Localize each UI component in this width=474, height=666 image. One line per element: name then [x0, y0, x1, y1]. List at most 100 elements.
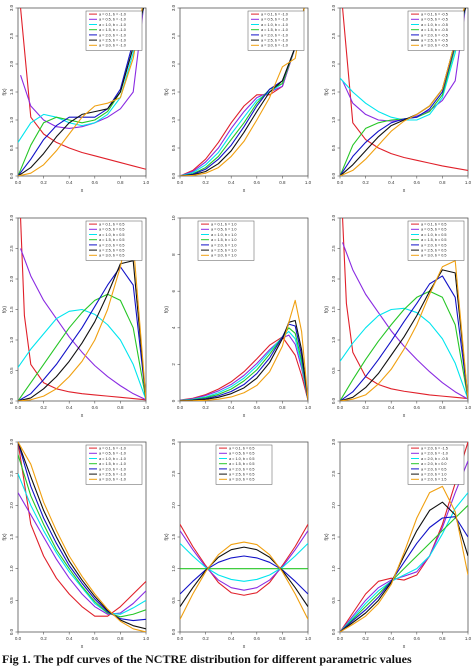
x-tick-label: 0.8: [117, 636, 124, 641]
y-tick-label: 0.5: [171, 144, 176, 151]
series-line-7: [18, 8, 143, 176]
x-tick-label: 0.6: [414, 405, 421, 410]
series-line-6: [180, 8, 305, 176]
legend-entry: a = 0.1, b = 1.0: [211, 223, 237, 227]
series-line-7: [180, 541, 308, 620]
x-tick-label: 0.2: [202, 405, 209, 410]
y-tick-label: 3.0: [9, 4, 14, 11]
y-tick-label: 3.0: [331, 438, 336, 445]
legend-box: [247, 10, 305, 51]
x-axis-label: x: [243, 188, 246, 194]
legend: a = 0.1, b = -1.0a = 0.5, b = -1.0a = 1.…: [85, 444, 143, 485]
chart-panel-5: 0.0 0.2 0.4 0.6 0.8 1.0 0 2 4 6 8 10 x f(x) a = 0.1, b…: [164, 215, 312, 419]
y-tick-label: 2.0: [9, 60, 14, 67]
legend-entry: a = 1.0, b = 0.5: [229, 457, 255, 461]
series-line-1: [340, 442, 468, 632]
x-tick-label: 0.0: [15, 405, 22, 410]
x-tick-label: 0.4: [388, 180, 395, 185]
legend-entry: a = 2.0, b = 1.0: [421, 473, 447, 477]
y-tick-label: 2.5: [331, 245, 336, 252]
series-line-1: [180, 336, 308, 401]
series-line-3: [18, 308, 146, 400]
series-group: [180, 299, 308, 401]
legend-entry: a = 0.5, b = 0.5: [421, 228, 447, 232]
x-tick-label: 0.8: [279, 405, 286, 410]
x-tick-label: 0.8: [439, 180, 446, 185]
series-line-2: [180, 8, 305, 176]
chart-panel-6: 0.0 0.2 0.4 0.6 0.8 1.0 0.0 0.5 1.0 1.5 2.0 2.5 3.0 x…: [324, 214, 472, 419]
series-group: [340, 218, 468, 401]
series-line-1: [180, 524, 308, 596]
legend-entry: a = 0.1, b = -1.0: [99, 447, 126, 451]
series-line-4: [340, 290, 468, 401]
y-tick-label: 0.5: [331, 144, 336, 151]
x-tick-label: 0.0: [337, 180, 344, 185]
legend-entry: a = 2.0, b = 1.0: [211, 243, 237, 247]
legend-entry: a = 2.0, b = -1.0: [99, 33, 126, 37]
y-tick-label: 0.5: [9, 367, 14, 374]
x-tick-label: 0.0: [337, 405, 344, 410]
legend-entry: a = 1.0, b = -1.0: [99, 457, 126, 461]
chart-panel-2: 0.0 0.2 0.4 0.6 0.8 1.0 0.0 0.5 1.0 1.5 2.0 2.5 3.0 x…: [164, 4, 312, 194]
chart-panel-1: 0.0 0.2 0.4 0.6 0.8 1.0 0.0 0.5 1.0 1.5 2.0 2.5 3.0 x…: [2, 4, 150, 194]
y-tick-label: 0.0: [171, 172, 176, 179]
y-tick-label: 0.5: [9, 597, 14, 604]
y-tick-label: 0.0: [331, 397, 336, 404]
legend-entry: a = 2.5, b = 0.5: [99, 249, 125, 253]
legend-entry: a = 1.5, b = 0.5: [99, 238, 125, 242]
y-tick-label: 1.5: [331, 306, 336, 313]
series-line-7: [180, 8, 305, 176]
x-tick-label: 0.4: [228, 180, 235, 185]
series-line-2: [180, 530, 308, 591]
legend-entry: a = 0.1, b = 0.5: [229, 447, 255, 451]
x-tick-label: 0.4: [66, 180, 73, 185]
x-tick-label: 1.0: [465, 180, 472, 185]
x-tick-label: 0.2: [40, 636, 47, 641]
legend-entry: a = 0.5, b = 0.5: [99, 228, 125, 232]
legend-entry: a = 1.5, b = 0.5: [229, 462, 255, 466]
legend-entry: a = 3.0, b = -1.0: [99, 478, 126, 482]
y-tick-label: 2.5: [171, 470, 176, 477]
y-tick-label: 1.5: [9, 306, 14, 313]
x-tick-label: 1.0: [465, 405, 472, 410]
y-tick-label: 1.5: [171, 88, 176, 95]
y-tick-label: 2.5: [331, 32, 336, 39]
y-axis-label: f(x): [164, 306, 170, 314]
y-tick-label: 0: [171, 399, 176, 402]
y-tick-label: 1.0: [9, 336, 14, 343]
legend-box: [407, 220, 465, 261]
series-line-5: [340, 275, 468, 401]
y-axis-label: f(x): [2, 306, 8, 314]
y-tick-label: 2.5: [9, 470, 14, 477]
x-tick-label: 1.0: [305, 180, 312, 185]
legend-entry: a = 1.0, b = 0.5: [99, 233, 125, 237]
legend-entry: a = 3.0, b = -1.0: [261, 44, 288, 48]
x-tick-label: 0.0: [15, 180, 22, 185]
legend-entry: a = 0.1, b = 0.5: [421, 223, 447, 227]
legend: a = 0.1, b = 1.0a = 0.5, b = 1.0a = 1.0,…: [197, 220, 255, 261]
y-tick-label: 6: [171, 289, 176, 292]
chart-panel-7: 0.0 0.2 0.4 0.6 0.8 1.0 0.0 0.5 1.0 1.5 2.0 2.5 3.0 x…: [2, 438, 150, 650]
legend-entry: a = 1.0, b = -0.5: [421, 23, 448, 27]
x-axis-label: x: [243, 413, 246, 419]
legend-entry: a = 0.5, b = 1.0: [211, 228, 237, 232]
series-line-2: [342, 242, 468, 400]
y-tick-label: 2: [171, 363, 176, 366]
series-line-2: [340, 460, 468, 632]
y-tick-label: 1.5: [9, 88, 14, 95]
series-line-3: [18, 8, 144, 143]
legend-entry: a = 2.0, b = -1.5: [421, 447, 448, 451]
y-tick-label: 10: [171, 215, 176, 221]
y-axis-label: f(x): [164, 88, 170, 96]
series-line-2: [18, 492, 146, 615]
legend-entry: a = 2.5, b = -1.0: [99, 473, 126, 477]
y-tick-label: 2.0: [171, 60, 176, 67]
legend-entry: a = 2.0, b = 0.0: [421, 462, 447, 466]
legend-box: [407, 444, 465, 485]
series-line-6: [340, 501, 468, 632]
series-line-7: [18, 442, 146, 632]
x-tick-label: 0.8: [279, 180, 286, 185]
legend-entry: a = 2.0, b = 0.5: [229, 467, 255, 471]
y-tick-label: 0.5: [331, 367, 336, 374]
x-tick-label: 0.0: [177, 405, 184, 410]
